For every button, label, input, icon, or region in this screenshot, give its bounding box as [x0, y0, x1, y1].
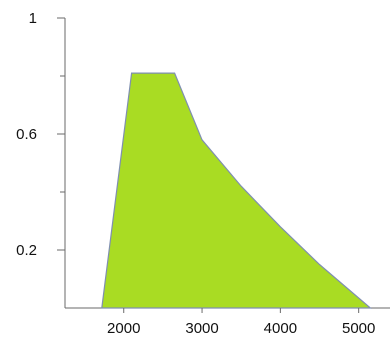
x-tick-label: 5000: [342, 320, 375, 337]
plot-area: [101, 72, 373, 309]
area-series-0: [101, 72, 373, 309]
x-tick-label: 4000: [264, 320, 297, 337]
ticks: 1 0.6 0.2 2000 3000 4000 5000: [16, 10, 375, 337]
y-tick-label: 0.2: [16, 242, 37, 259]
x-tick-label: 3000: [185, 320, 218, 337]
y-tick-label: 0.6: [16, 126, 37, 143]
x-tick-label: 2000: [107, 320, 140, 337]
y-tick-label: 1: [29, 10, 37, 27]
